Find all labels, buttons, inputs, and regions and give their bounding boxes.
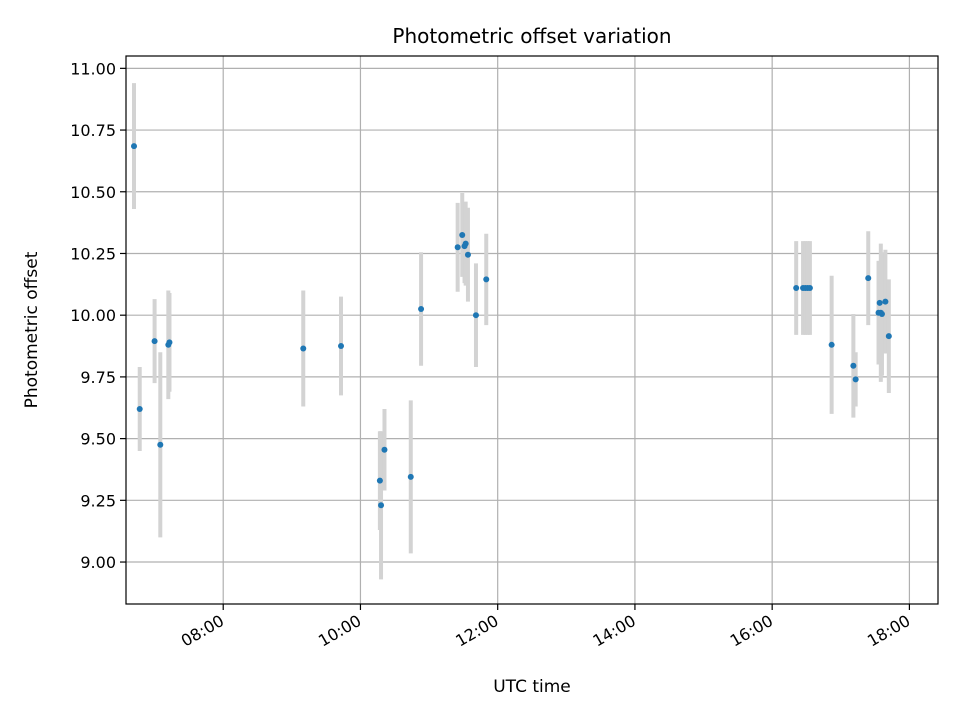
x-axis-label: UTC time <box>493 677 571 697</box>
data-point <box>136 405 143 412</box>
data-point <box>338 343 345 350</box>
data-point <box>407 473 414 480</box>
data-points <box>131 143 892 509</box>
data-point <box>865 275 872 282</box>
data-point <box>483 276 490 283</box>
data-point <box>300 345 307 352</box>
y-tick-label: 10.75 <box>70 121 116 140</box>
data-point <box>459 231 466 238</box>
chart-title: Photometric offset variation <box>392 24 671 48</box>
data-point <box>828 341 835 348</box>
y-tick-label: 9.75 <box>80 368 116 387</box>
data-point <box>131 143 138 150</box>
data-point <box>166 339 173 346</box>
y-axis-ticks: 9.00 9.25 9.50 9.75 10.00 10.25 10.50 10.75 11.0… <box>70 59 126 572</box>
data-point <box>882 298 889 305</box>
data-point <box>852 376 859 383</box>
data-point <box>157 441 164 448</box>
data-point <box>464 251 471 258</box>
data-point <box>381 446 388 453</box>
data-point <box>878 310 885 317</box>
data-point <box>806 285 813 292</box>
y-axis-label: Photometric offset <box>22 251 42 408</box>
data-point <box>462 240 469 247</box>
y-tick-label: 11.00 <box>70 59 116 78</box>
data-point <box>376 477 383 484</box>
y-tick-label: 9.50 <box>80 430 116 449</box>
y-tick-label: 9.00 <box>80 553 116 572</box>
y-tick-label: 9.25 <box>80 491 116 510</box>
data-point <box>418 306 425 313</box>
data-point <box>151 338 158 345</box>
grid-lines <box>126 56 938 604</box>
data-point <box>876 299 883 306</box>
data-point <box>885 333 892 340</box>
data-point <box>378 502 385 509</box>
data-point <box>472 312 479 319</box>
data-point <box>793 285 800 292</box>
y-tick-label: 10.25 <box>70 244 116 263</box>
data-point <box>454 244 461 251</box>
plot-frame <box>125 55 939 605</box>
y-tick-label: 10.00 <box>70 306 116 325</box>
y-tick-label: 10.50 <box>70 183 116 202</box>
data-point <box>850 362 857 369</box>
